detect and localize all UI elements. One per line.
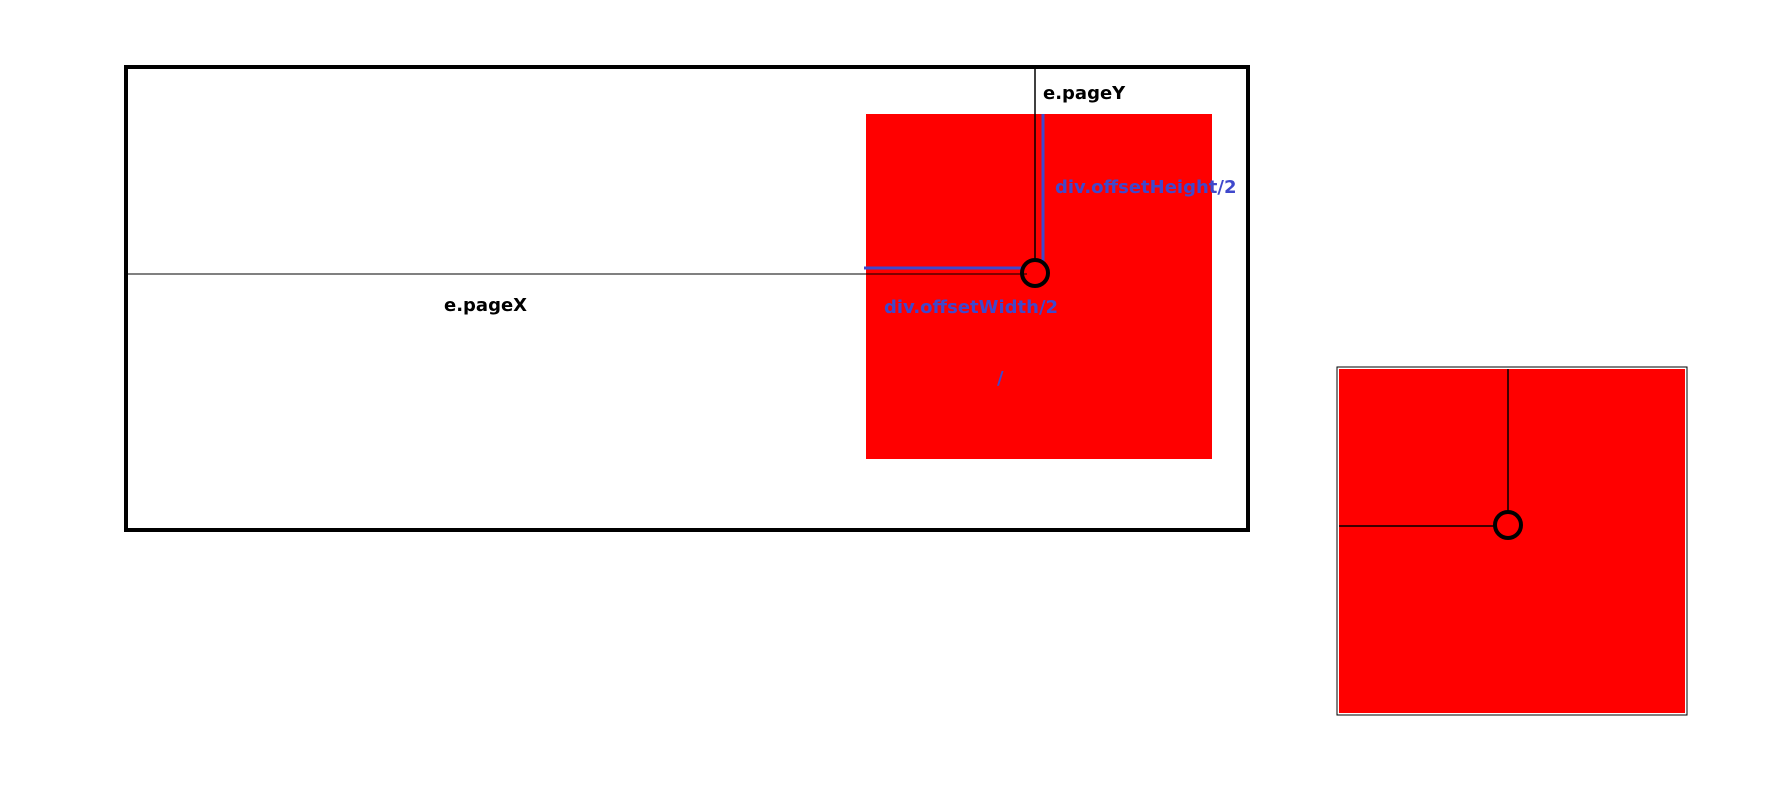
result-div bbox=[1339, 369, 1685, 713]
small-mark-label: / bbox=[997, 368, 1004, 389]
offset-width-label: div.offsetWidth/2 bbox=[884, 297, 1058, 318]
page-x-label: e.pageX bbox=[444, 295, 527, 316]
page-y-label: e.pageY bbox=[1043, 83, 1126, 104]
mouse-pointer-circle bbox=[1020, 258, 1050, 288]
offset-height-label: div.offsetHeight/2 bbox=[1055, 177, 1236, 198]
result-div-outline bbox=[1336, 366, 1688, 716]
result-pointer-circle bbox=[1493, 510, 1523, 540]
